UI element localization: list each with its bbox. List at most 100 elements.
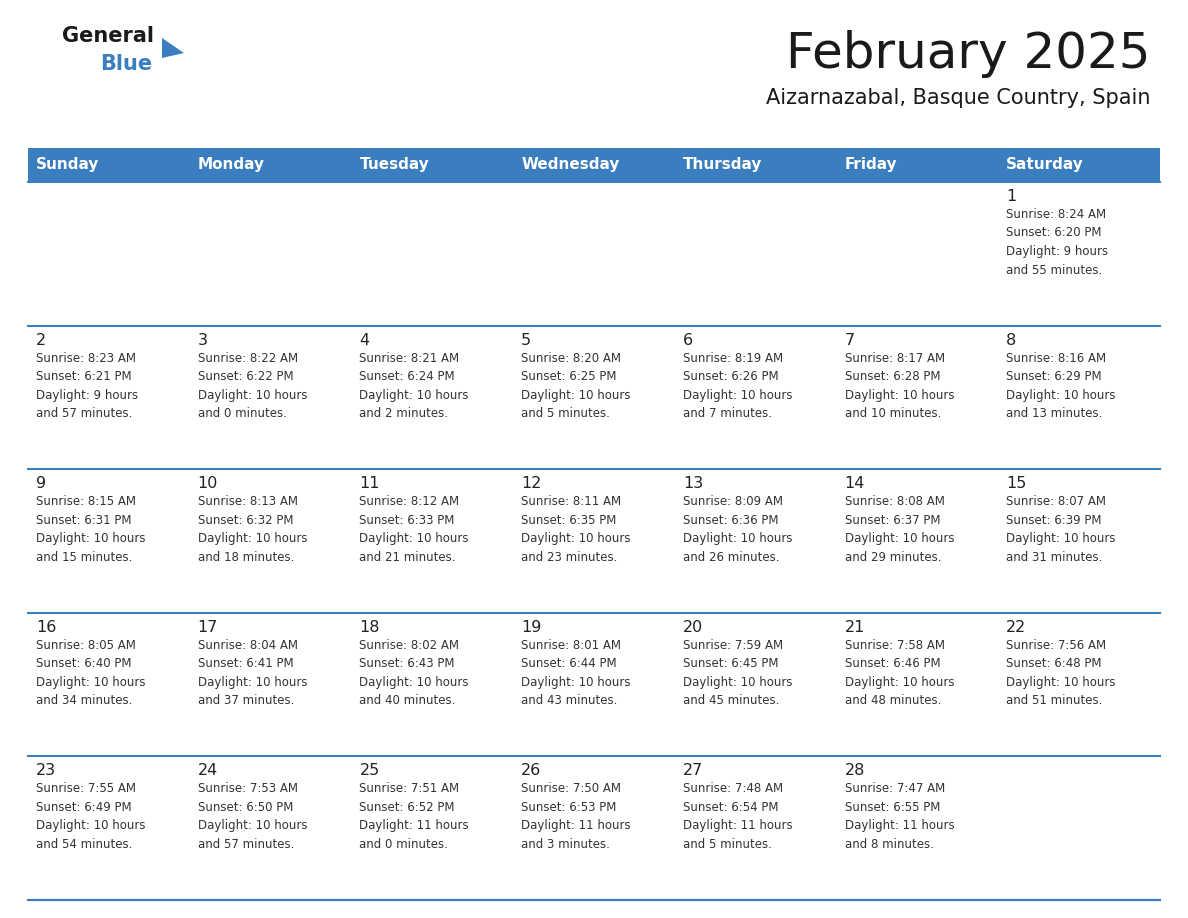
Text: 22: 22 bbox=[1006, 620, 1026, 635]
Text: 14: 14 bbox=[845, 476, 865, 491]
Bar bbox=[513, 613, 675, 756]
Bar bbox=[190, 182, 352, 326]
Text: Sunrise: 8:04 AM
Sunset: 6:41 PM
Daylight: 10 hours
and 37 minutes.: Sunrise: 8:04 AM Sunset: 6:41 PM Dayligh… bbox=[197, 639, 308, 707]
Bar bbox=[352, 756, 513, 900]
Bar bbox=[998, 756, 1159, 900]
Text: 15: 15 bbox=[1006, 476, 1026, 491]
Bar bbox=[675, 326, 836, 469]
Text: Sunrise: 8:08 AM
Sunset: 6:37 PM
Daylight: 10 hours
and 29 minutes.: Sunrise: 8:08 AM Sunset: 6:37 PM Dayligh… bbox=[845, 495, 954, 564]
Text: Saturday: Saturday bbox=[1006, 158, 1083, 173]
Text: Sunrise: 8:13 AM
Sunset: 6:32 PM
Daylight: 10 hours
and 18 minutes.: Sunrise: 8:13 AM Sunset: 6:32 PM Dayligh… bbox=[197, 495, 308, 564]
Text: Sunrise: 7:59 AM
Sunset: 6:45 PM
Daylight: 10 hours
and 45 minutes.: Sunrise: 7:59 AM Sunset: 6:45 PM Dayligh… bbox=[683, 639, 792, 707]
Bar bbox=[513, 469, 675, 613]
Text: Sunrise: 8:11 AM
Sunset: 6:35 PM
Daylight: 10 hours
and 23 minutes.: Sunrise: 8:11 AM Sunset: 6:35 PM Dayligh… bbox=[522, 495, 631, 564]
Bar bbox=[836, 469, 998, 613]
Polygon shape bbox=[162, 38, 184, 58]
Bar bbox=[513, 756, 675, 900]
Text: Sunrise: 7:50 AM
Sunset: 6:53 PM
Daylight: 11 hours
and 3 minutes.: Sunrise: 7:50 AM Sunset: 6:53 PM Dayligh… bbox=[522, 782, 631, 851]
Text: Sunrise: 8:01 AM
Sunset: 6:44 PM
Daylight: 10 hours
and 43 minutes.: Sunrise: 8:01 AM Sunset: 6:44 PM Dayligh… bbox=[522, 639, 631, 707]
Text: 12: 12 bbox=[522, 476, 542, 491]
Bar bbox=[190, 756, 352, 900]
Text: Sunrise: 8:21 AM
Sunset: 6:24 PM
Daylight: 10 hours
and 2 minutes.: Sunrise: 8:21 AM Sunset: 6:24 PM Dayligh… bbox=[360, 352, 469, 420]
Bar bbox=[29, 148, 1159, 182]
Bar bbox=[352, 613, 513, 756]
Text: 13: 13 bbox=[683, 476, 703, 491]
Bar bbox=[29, 326, 190, 469]
Text: Sunrise: 8:12 AM
Sunset: 6:33 PM
Daylight: 10 hours
and 21 minutes.: Sunrise: 8:12 AM Sunset: 6:33 PM Dayligh… bbox=[360, 495, 469, 564]
Bar bbox=[513, 326, 675, 469]
Text: 9: 9 bbox=[36, 476, 46, 491]
Text: 21: 21 bbox=[845, 620, 865, 635]
Text: 18: 18 bbox=[360, 620, 380, 635]
Text: 20: 20 bbox=[683, 620, 703, 635]
Text: Thursday: Thursday bbox=[683, 158, 763, 173]
Bar bbox=[190, 326, 352, 469]
Text: 28: 28 bbox=[845, 764, 865, 778]
Text: Sunrise: 8:02 AM
Sunset: 6:43 PM
Daylight: 10 hours
and 40 minutes.: Sunrise: 8:02 AM Sunset: 6:43 PM Dayligh… bbox=[360, 639, 469, 707]
Text: Monday: Monday bbox=[197, 158, 265, 173]
Bar bbox=[190, 613, 352, 756]
Text: 24: 24 bbox=[197, 764, 217, 778]
Text: Sunrise: 8:05 AM
Sunset: 6:40 PM
Daylight: 10 hours
and 34 minutes.: Sunrise: 8:05 AM Sunset: 6:40 PM Dayligh… bbox=[36, 639, 145, 707]
Bar bbox=[998, 182, 1159, 326]
Bar bbox=[836, 756, 998, 900]
Text: 3: 3 bbox=[197, 332, 208, 348]
Text: Sunrise: 7:51 AM
Sunset: 6:52 PM
Daylight: 11 hours
and 0 minutes.: Sunrise: 7:51 AM Sunset: 6:52 PM Dayligh… bbox=[360, 782, 469, 851]
Text: Sunrise: 8:09 AM
Sunset: 6:36 PM
Daylight: 10 hours
and 26 minutes.: Sunrise: 8:09 AM Sunset: 6:36 PM Dayligh… bbox=[683, 495, 792, 564]
Text: Sunrise: 7:47 AM
Sunset: 6:55 PM
Daylight: 11 hours
and 8 minutes.: Sunrise: 7:47 AM Sunset: 6:55 PM Dayligh… bbox=[845, 782, 954, 851]
Bar bbox=[29, 613, 190, 756]
Bar bbox=[836, 182, 998, 326]
Text: 7: 7 bbox=[845, 332, 854, 348]
Text: Sunrise: 8:19 AM
Sunset: 6:26 PM
Daylight: 10 hours
and 7 minutes.: Sunrise: 8:19 AM Sunset: 6:26 PM Dayligh… bbox=[683, 352, 792, 420]
Bar bbox=[675, 613, 836, 756]
Text: 5: 5 bbox=[522, 332, 531, 348]
Bar bbox=[675, 756, 836, 900]
Bar bbox=[513, 182, 675, 326]
Text: 27: 27 bbox=[683, 764, 703, 778]
Text: Sunrise: 8:15 AM
Sunset: 6:31 PM
Daylight: 10 hours
and 15 minutes.: Sunrise: 8:15 AM Sunset: 6:31 PM Dayligh… bbox=[36, 495, 145, 564]
Text: Sunrise: 8:23 AM
Sunset: 6:21 PM
Daylight: 9 hours
and 57 minutes.: Sunrise: 8:23 AM Sunset: 6:21 PM Dayligh… bbox=[36, 352, 138, 420]
Text: Sunrise: 8:16 AM
Sunset: 6:29 PM
Daylight: 10 hours
and 13 minutes.: Sunrise: 8:16 AM Sunset: 6:29 PM Dayligh… bbox=[1006, 352, 1116, 420]
Text: 4: 4 bbox=[360, 332, 369, 348]
Bar bbox=[352, 469, 513, 613]
Bar bbox=[352, 326, 513, 469]
Text: 2: 2 bbox=[36, 332, 46, 348]
Text: February 2025: February 2025 bbox=[785, 30, 1150, 78]
Text: 16: 16 bbox=[36, 620, 56, 635]
Text: 19: 19 bbox=[522, 620, 542, 635]
Text: 10: 10 bbox=[197, 476, 219, 491]
Bar bbox=[836, 326, 998, 469]
Text: Sunrise: 8:07 AM
Sunset: 6:39 PM
Daylight: 10 hours
and 31 minutes.: Sunrise: 8:07 AM Sunset: 6:39 PM Dayligh… bbox=[1006, 495, 1116, 564]
Bar bbox=[675, 182, 836, 326]
Bar bbox=[675, 469, 836, 613]
Text: Sunrise: 7:56 AM
Sunset: 6:48 PM
Daylight: 10 hours
and 51 minutes.: Sunrise: 7:56 AM Sunset: 6:48 PM Dayligh… bbox=[1006, 639, 1116, 707]
Bar bbox=[998, 469, 1159, 613]
Bar bbox=[29, 756, 190, 900]
Text: Sunrise: 7:53 AM
Sunset: 6:50 PM
Daylight: 10 hours
and 57 minutes.: Sunrise: 7:53 AM Sunset: 6:50 PM Dayligh… bbox=[197, 782, 308, 851]
Text: 6: 6 bbox=[683, 332, 693, 348]
Text: Sunrise: 7:48 AM
Sunset: 6:54 PM
Daylight: 11 hours
and 5 minutes.: Sunrise: 7:48 AM Sunset: 6:54 PM Dayligh… bbox=[683, 782, 792, 851]
Text: Sunrise: 7:55 AM
Sunset: 6:49 PM
Daylight: 10 hours
and 54 minutes.: Sunrise: 7:55 AM Sunset: 6:49 PM Dayligh… bbox=[36, 782, 145, 851]
Text: Tuesday: Tuesday bbox=[360, 158, 429, 173]
Text: 23: 23 bbox=[36, 764, 56, 778]
Bar bbox=[352, 182, 513, 326]
Bar bbox=[29, 182, 190, 326]
Text: 26: 26 bbox=[522, 764, 542, 778]
Bar bbox=[836, 613, 998, 756]
Text: Sunrise: 7:58 AM
Sunset: 6:46 PM
Daylight: 10 hours
and 48 minutes.: Sunrise: 7:58 AM Sunset: 6:46 PM Dayligh… bbox=[845, 639, 954, 707]
Text: Sunrise: 8:20 AM
Sunset: 6:25 PM
Daylight: 10 hours
and 5 minutes.: Sunrise: 8:20 AM Sunset: 6:25 PM Dayligh… bbox=[522, 352, 631, 420]
Text: 17: 17 bbox=[197, 620, 219, 635]
Text: Friday: Friday bbox=[845, 158, 897, 173]
Bar bbox=[998, 613, 1159, 756]
Bar bbox=[190, 469, 352, 613]
Text: Blue: Blue bbox=[100, 54, 152, 74]
Text: 8: 8 bbox=[1006, 332, 1017, 348]
Text: 11: 11 bbox=[360, 476, 380, 491]
Text: Sunrise: 8:17 AM
Sunset: 6:28 PM
Daylight: 10 hours
and 10 minutes.: Sunrise: 8:17 AM Sunset: 6:28 PM Dayligh… bbox=[845, 352, 954, 420]
Bar bbox=[29, 469, 190, 613]
Bar bbox=[998, 326, 1159, 469]
Text: Sunrise: 8:24 AM
Sunset: 6:20 PM
Daylight: 9 hours
and 55 minutes.: Sunrise: 8:24 AM Sunset: 6:20 PM Dayligh… bbox=[1006, 208, 1108, 276]
Text: 1: 1 bbox=[1006, 189, 1017, 204]
Text: 25: 25 bbox=[360, 764, 380, 778]
Text: Sunrise: 8:22 AM
Sunset: 6:22 PM
Daylight: 10 hours
and 0 minutes.: Sunrise: 8:22 AM Sunset: 6:22 PM Dayligh… bbox=[197, 352, 308, 420]
